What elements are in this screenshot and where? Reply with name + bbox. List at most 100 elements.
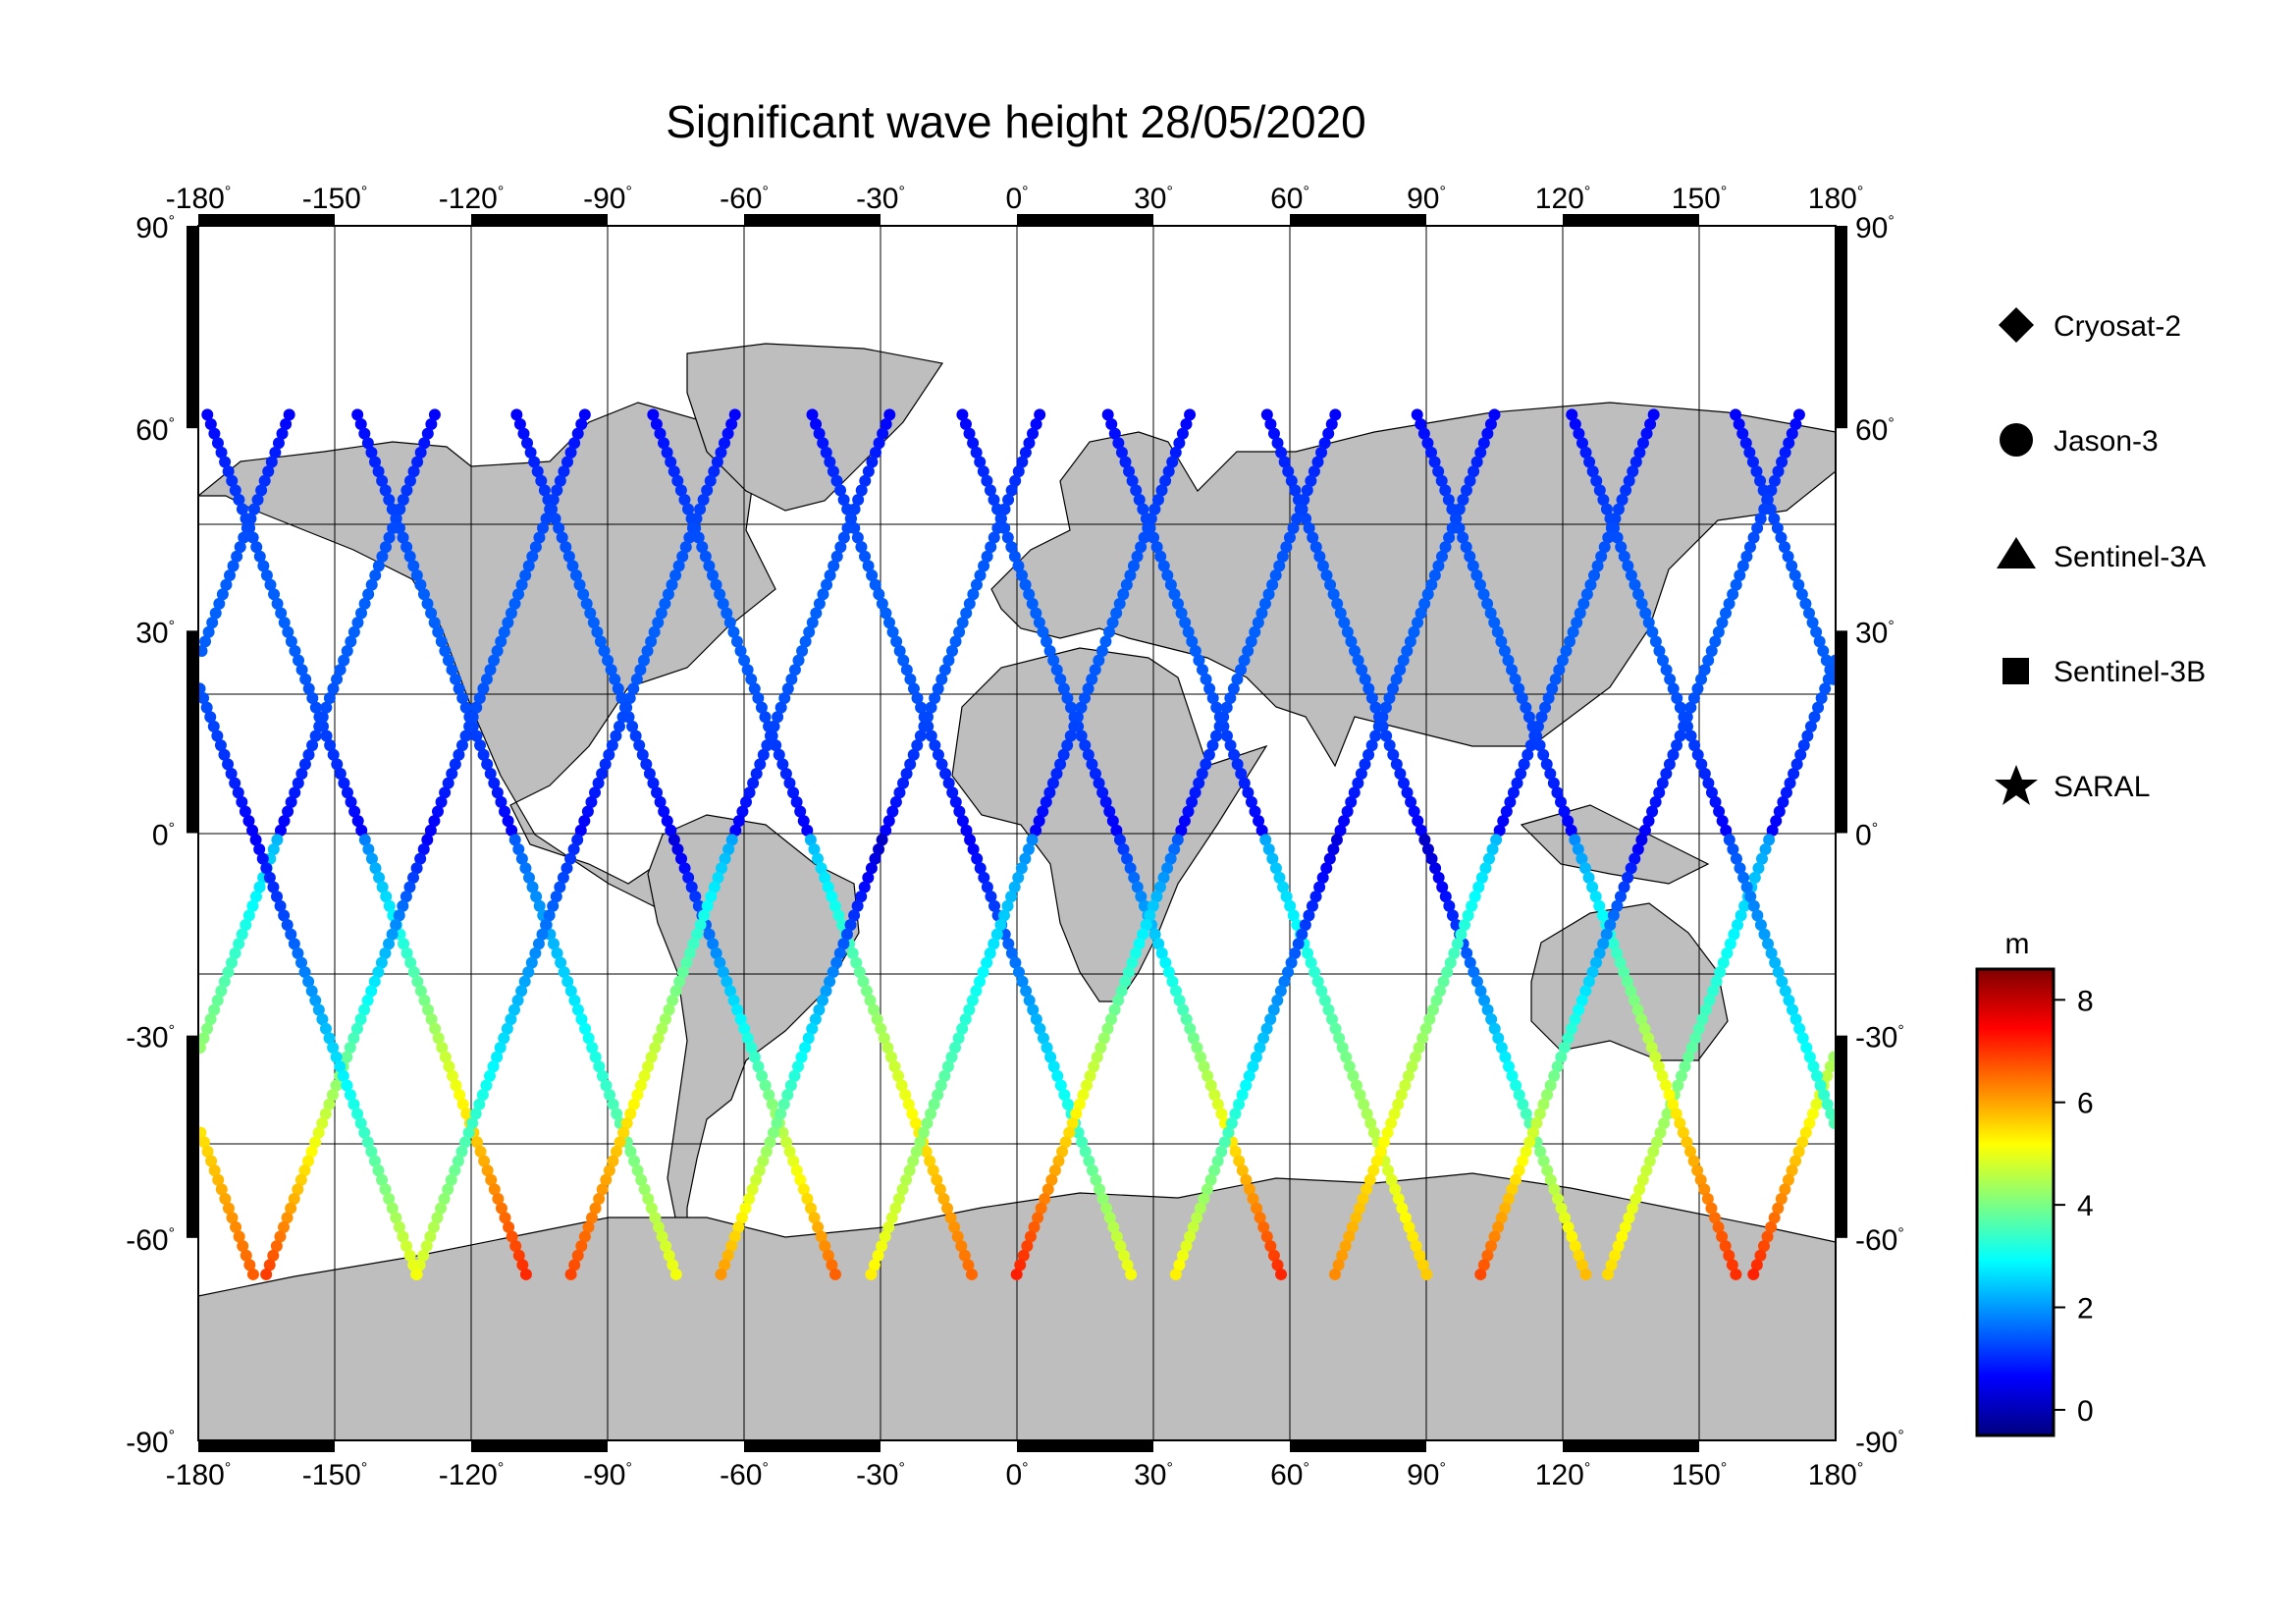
- track-point: [599, 758, 612, 771]
- track-point: [431, 1212, 444, 1224]
- track-point: [1705, 1202, 1718, 1215]
- track-point: [1473, 578, 1486, 591]
- track-point: [394, 503, 406, 515]
- track-point: [232, 786, 244, 799]
- track-point: [522, 966, 535, 979]
- track-point: [1499, 1051, 1512, 1063]
- track-point: [449, 1164, 461, 1177]
- track-point: [447, 1069, 459, 1082]
- track-point: [1632, 588, 1645, 601]
- track-point: [1695, 758, 1708, 771]
- track-point: [788, 1069, 801, 1082]
- track-point: [1618, 881, 1630, 893]
- track-point: [759, 1079, 772, 1092]
- track-point: [1346, 1220, 1359, 1233]
- track-point: [278, 617, 291, 629]
- track-point: [1054, 1079, 1067, 1092]
- track-point: [1186, 635, 1199, 648]
- track-point: [593, 1060, 606, 1073]
- track-point: [1678, 720, 1690, 732]
- track-point: [480, 1079, 493, 1092]
- track-point: [951, 1230, 964, 1243]
- frame-segment: [1017, 1440, 1153, 1452]
- track-point: [876, 1240, 888, 1253]
- track-point: [267, 842, 280, 855]
- track-point: [326, 1089, 339, 1102]
- track-point: [1727, 588, 1739, 601]
- track-point: [231, 550, 243, 563]
- track-point: [1591, 560, 1604, 572]
- track-point: [1404, 635, 1416, 648]
- track-point: [696, 541, 709, 554]
- track-point: [739, 795, 752, 808]
- track-point: [1558, 1042, 1571, 1055]
- track-point: [450, 673, 462, 685]
- track-point: [676, 550, 689, 563]
- track-point: [564, 1268, 577, 1280]
- track-point: [1639, 607, 1652, 620]
- track-point: [586, 1042, 599, 1055]
- track-point: [305, 1145, 318, 1158]
- track-point: [1345, 635, 1358, 648]
- track-point: [1024, 1230, 1037, 1243]
- track-point: [795, 1051, 808, 1063]
- track-point: [735, 1212, 748, 1224]
- track-point: [647, 777, 660, 789]
- lat-tick-label: 90°: [135, 212, 175, 244]
- track-point: [1155, 484, 1168, 497]
- track-point: [1800, 1042, 1813, 1055]
- track-point: [271, 834, 284, 846]
- track-point: [1794, 748, 1807, 761]
- track-point: [719, 1259, 731, 1271]
- track-point: [334, 664, 347, 676]
- track-point: [456, 692, 469, 705]
- track-point: [797, 1183, 810, 1196]
- track-point: [1034, 408, 1046, 421]
- track-point: [267, 1249, 280, 1262]
- track-point: [1274, 985, 1287, 998]
- track-point: [1460, 484, 1472, 497]
- track-point: [1474, 446, 1487, 459]
- track-point: [1499, 1202, 1512, 1215]
- track-point: [274, 1230, 287, 1243]
- track-point: [1169, 446, 1182, 459]
- track-point: [1271, 1259, 1284, 1271]
- track-point: [1394, 664, 1407, 676]
- track-point: [1110, 824, 1123, 837]
- track-point: [837, 494, 850, 507]
- track-point: [578, 408, 591, 421]
- track-point: [1005, 484, 1018, 497]
- track-point: [1429, 862, 1442, 875]
- track-point: [1443, 531, 1456, 544]
- track-point: [1602, 1268, 1615, 1280]
- track-point: [939, 768, 952, 781]
- track-point: [645, 1051, 658, 1063]
- track-point: [1810, 1098, 1823, 1110]
- track-point: [729, 824, 742, 837]
- track-point: [1453, 503, 1466, 515]
- track-point: [201, 408, 214, 421]
- track-point: [671, 842, 684, 855]
- track-point: [347, 625, 360, 638]
- track-point: [1574, 607, 1586, 620]
- track-point: [1100, 1202, 1113, 1215]
- track-point: [1699, 1003, 1712, 1016]
- track-point: [1054, 758, 1067, 771]
- track-point: [1773, 805, 1786, 818]
- track-point: [761, 739, 774, 752]
- track-point: [1723, 834, 1735, 846]
- track-point: [1119, 975, 1132, 988]
- track-point: [848, 909, 861, 922]
- track-point: [351, 1108, 364, 1120]
- track-point: [1105, 1013, 1118, 1026]
- track-point: [495, 795, 507, 808]
- track-point: [571, 1003, 584, 1016]
- track-point: [1383, 692, 1396, 705]
- track-point: [1428, 568, 1441, 581]
- track-point: [379, 1183, 392, 1196]
- track-point: [1206, 739, 1219, 752]
- lat-tick-label: 30°: [135, 617, 175, 649]
- track-point: [903, 1164, 916, 1177]
- track-point: [617, 1126, 630, 1139]
- track-point: [707, 938, 720, 950]
